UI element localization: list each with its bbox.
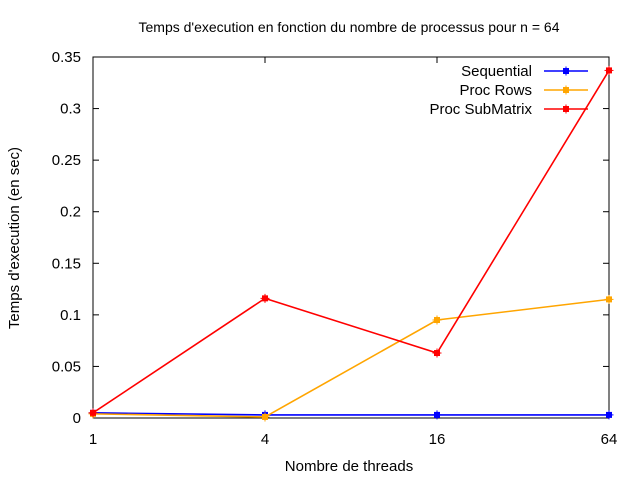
plot-frame [92,56,610,419]
x-tick-label: 64 [601,431,618,448]
y-tick-label: 0.25 [52,152,81,169]
x-tick-label: 4 [261,431,269,448]
plot-area: 0 0.05 0.1 0.15 0.2 0.25 0.3 0.35 1 4 16 64 [52,49,618,448]
chart-title: Temps d'execution en fonction du nombre … [139,19,560,35]
x-tick-label: 16 [429,431,446,448]
y-tick-label: 0.15 [52,255,81,272]
y-tick-label: 0.1 [60,307,81,324]
series-line [92,298,610,418]
series-line [92,412,609,416]
legend-label: Proc Rows [459,82,532,99]
legend-label: Sequential [461,63,532,80]
x-axis-label: Nombre de threads [285,458,413,475]
y-tick-label: 0.05 [52,358,81,375]
legend-label: Proc SubMatrix [429,101,532,118]
series-proc-rows [88,294,614,422]
y-tick-label: 0.35 [52,49,81,66]
x-tick-label: 1 [89,431,97,448]
y-tick-label: 0.2 [60,204,81,221]
y-tick-label: 0.3 [60,101,81,118]
series-proc-submatrix [88,65,614,418]
series-line [92,69,610,414]
y-tick-label: 0 [73,410,81,427]
legend: Sequential Proc Rows Proc SubMatrix [429,63,588,118]
y-axis-label: Temps d'execution (en sec) [6,147,23,329]
